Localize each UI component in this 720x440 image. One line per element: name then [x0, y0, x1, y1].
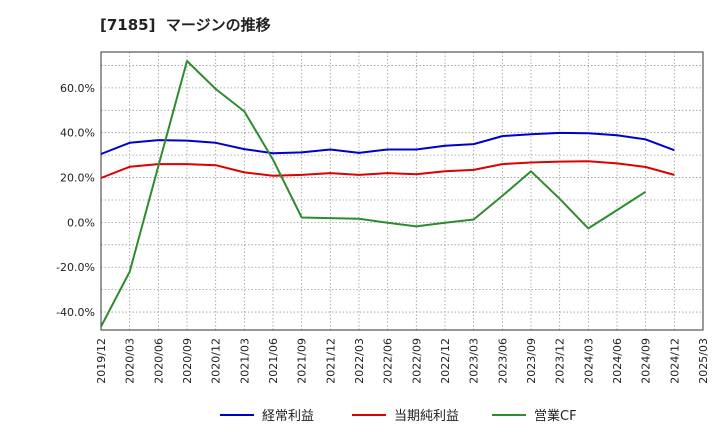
x-tick-label: 2024/06 [611, 338, 624, 384]
plot-frame [100, 51, 704, 331]
series-line-営業CF [100, 60, 647, 328]
series-line-当期純利益 [100, 160, 675, 179]
y-tick-label: 60.0% [60, 82, 95, 95]
x-tick-label: 2020/12 [210, 338, 223, 384]
chart-title: [7185] マージンの推移 [100, 16, 271, 34]
x-tick-label: 2019/12 [95, 338, 108, 384]
x-tick-label: 2022/03 [353, 338, 366, 384]
x-tick-label: 2020/03 [124, 338, 137, 384]
x-tick-label: 2023/09 [525, 338, 538, 384]
x-tick-label: 2020/06 [152, 338, 165, 384]
legend-label: 経常利益 [262, 409, 314, 424]
x-tick-label: 2022/12 [439, 338, 452, 384]
plot-area [101, 52, 703, 330]
x-tick-label: 2021/09 [296, 338, 309, 384]
y-tick-label: 20.0% [60, 172, 95, 185]
x-tick-label: 2024/12 [668, 338, 681, 384]
x-tick-label: 2022/09 [410, 338, 423, 384]
x-tick-label: 2024/03 [582, 338, 595, 384]
y-tick-label: -40.0% [56, 306, 95, 319]
y-tick-label: 0.0% [67, 216, 95, 229]
y-tick-label: -20.0% [56, 261, 95, 274]
y-tick-label: 40.0% [60, 127, 95, 140]
x-tick-label: 2021/03 [238, 338, 251, 384]
x-tick-label: 2023/06 [496, 338, 509, 384]
x-tick-label: 2025/03 [697, 338, 710, 384]
legend-label: 当期純利益 [394, 409, 459, 424]
x-tick-label: 2022/06 [382, 338, 395, 384]
x-tick-label: 2024/09 [640, 338, 653, 384]
x-tick-label: 2023/12 [554, 338, 567, 384]
series-line-経常利益 [100, 131, 675, 155]
legend-label: 営業CF [534, 408, 577, 424]
x-tick-label: 2021/06 [267, 338, 280, 384]
x-tick-label: 2021/12 [324, 338, 337, 384]
x-tick-label: 2020/09 [181, 338, 194, 384]
x-tick-label: 2023/03 [468, 338, 481, 384]
